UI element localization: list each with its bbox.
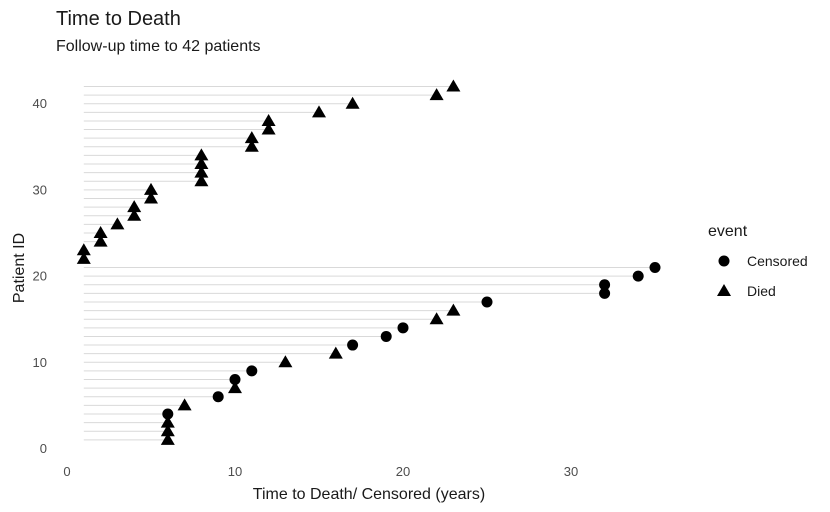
y-tick-label: 0 xyxy=(40,441,47,456)
point-layer xyxy=(76,79,661,445)
point-patient-10 xyxy=(278,355,293,368)
legend-title: event xyxy=(708,223,748,240)
point-patient-6 xyxy=(212,391,224,403)
point-patient-42 xyxy=(446,79,461,92)
point-patient-37 xyxy=(261,122,276,135)
x-axis-title: Time to Death/ Censored (years) xyxy=(253,486,485,503)
point-patient-35 xyxy=(244,139,259,152)
point-patient-36 xyxy=(244,131,259,144)
x-tick-label: 0 xyxy=(63,464,70,479)
point-patient-26 xyxy=(110,217,125,230)
point-patient-15 xyxy=(429,312,444,325)
point-patient-17 xyxy=(481,296,493,308)
y-axis-ticks: 0 10 20 30 40 xyxy=(33,96,47,456)
segment-layer xyxy=(83,85,655,441)
legend: event Censored Died xyxy=(708,223,808,299)
point-patient-1 xyxy=(160,432,175,445)
y-tick-label: 30 xyxy=(33,182,47,197)
legend-entries: Censored Died xyxy=(717,253,808,299)
point-patient-24 xyxy=(93,234,108,247)
chart-title: Time to Death xyxy=(56,8,181,30)
point-patient-27 xyxy=(127,208,142,221)
point-patient-40 xyxy=(345,96,360,109)
point-patient-13 xyxy=(380,330,392,342)
chart-subtitle: Follow-up time to 42 patients xyxy=(56,38,261,55)
point-patient-25 xyxy=(93,226,108,238)
point-patient-23 xyxy=(76,243,91,256)
point-patient-28 xyxy=(127,200,142,213)
point-patient-33 xyxy=(194,157,209,170)
point-patient-21 xyxy=(649,261,661,273)
x-tick-label: 10 xyxy=(228,464,242,479)
x-axis-ticks: 0 10 20 30 xyxy=(63,464,578,479)
point-patient-3 xyxy=(160,415,175,428)
y-axis-title: Patient ID xyxy=(11,233,28,303)
point-patient-34 xyxy=(194,148,209,161)
legend-key-censored xyxy=(718,255,730,267)
point-patient-39 xyxy=(312,105,326,118)
point-patient-22 xyxy=(76,251,91,264)
point-patient-14 xyxy=(397,322,409,334)
point-patient-8 xyxy=(229,374,241,386)
point-patient-12 xyxy=(347,339,359,351)
point-patient-31 xyxy=(194,174,209,187)
point-patient-11 xyxy=(328,346,343,359)
point-patient-30 xyxy=(144,182,158,195)
point-patient-29 xyxy=(144,191,158,204)
legend-label-died: Died xyxy=(747,283,776,299)
point-patient-38 xyxy=(261,113,276,126)
x-tick-label: 30 xyxy=(564,464,578,479)
y-tick-label: 10 xyxy=(33,355,47,370)
legend-label-censored: Censored xyxy=(747,253,808,269)
point-patient-4 xyxy=(162,408,174,420)
point-patient-19 xyxy=(599,279,611,291)
point-patient-18 xyxy=(599,287,611,299)
x-tick-label: 20 xyxy=(396,464,410,479)
legend-key-died xyxy=(717,284,731,296)
y-tick-label: 20 xyxy=(33,269,47,284)
point-patient-41 xyxy=(429,88,444,101)
point-patient-16 xyxy=(446,303,461,316)
point-patient-5 xyxy=(177,398,192,411)
point-patient-20 xyxy=(632,270,644,282)
point-patient-2 xyxy=(160,424,175,437)
point-patient-32 xyxy=(194,165,209,178)
point-patient-9 xyxy=(246,365,258,377)
point-patient-7 xyxy=(228,381,242,394)
y-tick-label: 40 xyxy=(33,96,47,111)
